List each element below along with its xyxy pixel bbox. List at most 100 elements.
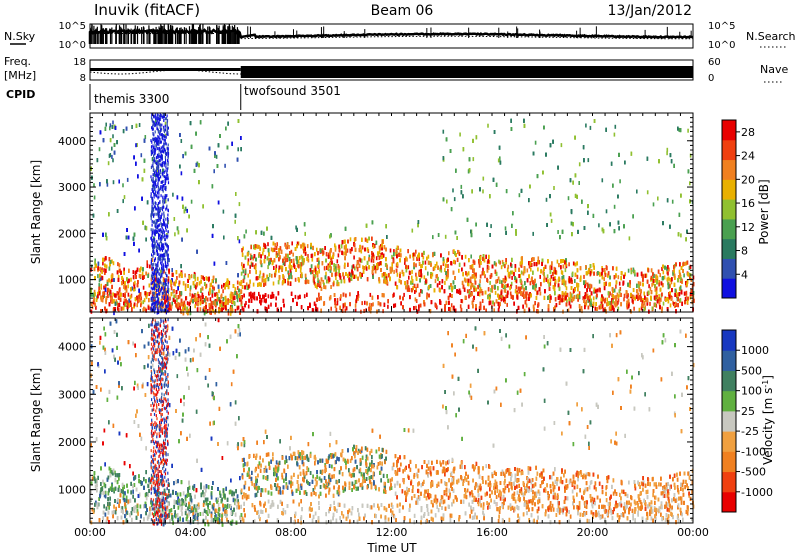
power-cell (667, 148, 669, 152)
power-cell (483, 177, 485, 181)
power-cell (573, 262, 575, 266)
power-cell (291, 250, 293, 254)
power-cell (689, 181, 691, 185)
power-cell (239, 282, 241, 286)
power-cell (303, 243, 305, 247)
power-cell (615, 273, 617, 277)
power-cell (490, 224, 492, 228)
power-cell (615, 285, 617, 289)
power-cell (501, 265, 503, 269)
power-cell (335, 276, 337, 280)
power-cell (237, 281, 239, 285)
nsearch-label: N.Search (746, 30, 796, 43)
power-cell (643, 292, 645, 296)
power-cell (511, 276, 513, 280)
power-cell (427, 272, 429, 276)
power-cell (662, 283, 664, 287)
power-cell (111, 259, 113, 263)
power-cell (445, 235, 447, 239)
power-cell (128, 293, 130, 297)
power-cell (568, 262, 570, 266)
power-cell (603, 277, 605, 281)
power-cell (248, 305, 250, 309)
power-cell (295, 278, 297, 282)
power-cell (187, 301, 189, 305)
power-cell (568, 196, 570, 200)
power-cell (133, 270, 135, 274)
power-cell (521, 271, 523, 275)
power-cell (415, 287, 417, 291)
power-cell (411, 270, 413, 274)
power-cell (470, 255, 472, 259)
nsearch-tick-bottom: 10^0 (708, 40, 735, 51)
power-cell (111, 147, 113, 151)
power-cell (97, 274, 99, 278)
power-cell (145, 135, 147, 139)
power-cell (395, 303, 397, 307)
power-cell (473, 157, 475, 161)
power-cell (213, 287, 215, 291)
freq-band-themis (90, 68, 241, 71)
power-cell (619, 282, 621, 286)
power-cell (590, 126, 592, 130)
power-cell (418, 307, 420, 311)
power-cell (243, 269, 245, 273)
power-cell (223, 236, 225, 240)
power-cell (317, 307, 319, 311)
power-cell (461, 185, 463, 189)
power-cell (397, 273, 399, 277)
power-cell (465, 255, 467, 259)
power-cell (122, 183, 124, 187)
power-cell (112, 158, 114, 162)
power-cell (127, 178, 129, 182)
power-cell (446, 200, 448, 204)
power-cell (606, 209, 608, 213)
power-cell (415, 297, 417, 301)
power-cell (117, 307, 119, 311)
nsky-tick-top: 10^5 (59, 21, 86, 32)
power-cell (350, 237, 352, 241)
power-cell (131, 125, 133, 129)
power-cell (94, 196, 96, 200)
power-cell (191, 200, 193, 204)
power-cell (435, 279, 437, 283)
power-cell (415, 263, 417, 267)
power-cell (498, 260, 500, 264)
power-cell (361, 301, 363, 305)
power-cell (135, 143, 137, 147)
power-cell (235, 192, 237, 196)
power-cell (146, 260, 148, 264)
power-cell (387, 305, 389, 309)
power-cell (629, 236, 631, 240)
power-cell (141, 153, 143, 157)
power-cell (506, 303, 508, 307)
power-cell (269, 273, 271, 277)
cpid-segment-1: themis 3300 (94, 92, 169, 106)
power-cell (421, 290, 423, 294)
power-cell (533, 257, 535, 261)
nsky-label: N.Sky (4, 30, 36, 43)
power-cell (237, 147, 239, 151)
power-cell (176, 276, 178, 280)
power-cell (221, 285, 223, 289)
power-cell (412, 229, 414, 233)
power-cell (623, 297, 625, 301)
power-cell (194, 304, 196, 308)
power-cell (337, 259, 339, 263)
power-cell (262, 252, 264, 256)
power-scatter-data (90, 113, 694, 316)
power-cell (254, 292, 256, 296)
power-cell (683, 273, 685, 277)
power-cell (181, 139, 183, 143)
power-cell (372, 302, 374, 306)
power-cell (664, 276, 666, 280)
power-cell (289, 251, 291, 255)
power-cell (276, 265, 278, 269)
power-cell (583, 275, 585, 279)
power-cell (200, 307, 202, 311)
power-cell (218, 289, 220, 293)
power-cell (349, 292, 351, 296)
power-cell (105, 123, 107, 127)
power-cell (505, 226, 507, 230)
